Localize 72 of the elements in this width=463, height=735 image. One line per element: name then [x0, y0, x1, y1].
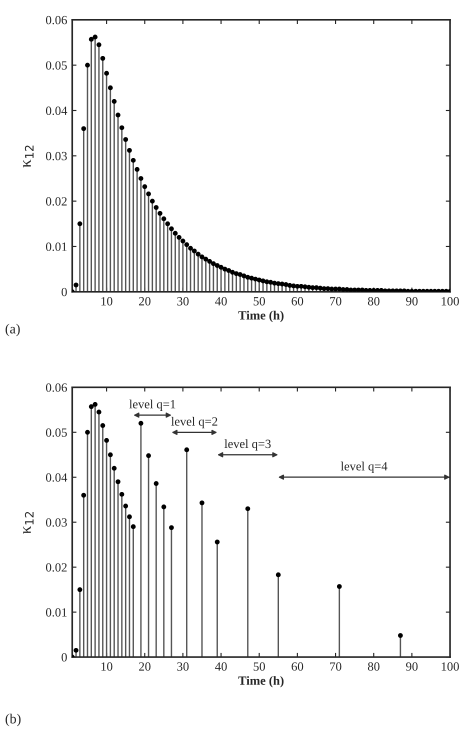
text: (b): [6, 714, 21, 726]
point: [88, 404, 94, 410]
x-tick-label: 10: [101, 297, 112, 306]
point: [138, 420, 144, 426]
annotation: level q=1: [129, 400, 176, 411]
point: [214, 540, 220, 544]
x-tick-label: 100: [442, 662, 459, 671]
point: [119, 492, 124, 497]
point: [127, 514, 132, 520]
y-tick-label: 0.01: [46, 608, 67, 617]
y-tick-label: 0.04: [46, 473, 68, 482]
x-tick-label: 80: [368, 297, 380, 306]
x-tick-label: 60: [292, 662, 304, 671]
x-tick-label: 90: [406, 297, 418, 306]
point: [245, 506, 250, 512]
point: [169, 525, 174, 530]
y-axis-title: κ$_{12}$: [23, 146, 34, 168]
point: [92, 402, 98, 407]
annotation: level q=2: [171, 416, 218, 428]
point: [146, 453, 151, 458]
annotation: level q=4: [340, 462, 388, 474]
x-tick-label: 40: [215, 662, 227, 671]
y-axis-title: κ$_{12}$: [23, 512, 34, 534]
y-tick-label: 0.02: [46, 563, 67, 572]
point: [336, 584, 342, 589]
x-tick-label: 30: [177, 297, 189, 306]
y-tick-label: 0.03: [46, 152, 67, 160]
y-tick-label: 0.06: [46, 16, 67, 24]
y-tick-label: 0.05: [46, 428, 67, 437]
y-tick-label: 0.02: [46, 197, 67, 206]
x-tick-label: 60: [292, 297, 304, 306]
y-tick-label: 0: [62, 288, 67, 296]
point: [100, 423, 106, 428]
point: [112, 466, 117, 471]
x-tick-label: 80: [368, 662, 380, 671]
point: [77, 587, 82, 592]
point: [116, 479, 120, 484]
y-tick-label: 0.06: [46, 383, 67, 392]
point: [130, 524, 136, 530]
annotation: level q=3: [224, 439, 271, 451]
point: [85, 430, 90, 435]
point: [161, 504, 166, 510]
point: [108, 452, 113, 458]
point: [184, 447, 190, 452]
x-tick-label: 100: [442, 297, 459, 306]
x-tick-label: 40: [215, 297, 227, 306]
x-tick-label: 50: [254, 662, 265, 671]
point: [154, 481, 159, 486]
x-tick-label: 20: [139, 297, 151, 306]
x-tick-label: 70: [330, 297, 342, 306]
point: [81, 492, 86, 498]
point: [398, 633, 403, 638]
point: [123, 504, 128, 508]
y-tick-label: 0: [62, 653, 67, 662]
x-tick-label: 70: [330, 662, 342, 671]
text: (a): [6, 324, 20, 336]
x-tick-label: 90: [406, 662, 418, 671]
point: [104, 438, 109, 443]
x-axis-title: Time (h): [238, 310, 284, 322]
y-tick-label: 0.04: [46, 106, 68, 116]
point: [200, 500, 204, 506]
x-axis-title: Time (h): [238, 676, 284, 688]
point: [96, 410, 102, 414]
y-tick-label: 0.05: [46, 61, 67, 70]
x-tick-label: 30: [177, 662, 189, 671]
point: [74, 648, 78, 653]
point: [276, 572, 281, 578]
x-tick-label: 20: [139, 662, 151, 671]
x-tick-label: 10: [101, 662, 112, 671]
y-tick-label: 0.01: [46, 242, 67, 251]
y-tick-label: 0.03: [46, 518, 67, 527]
x-tick-label: 50: [254, 297, 265, 306]
